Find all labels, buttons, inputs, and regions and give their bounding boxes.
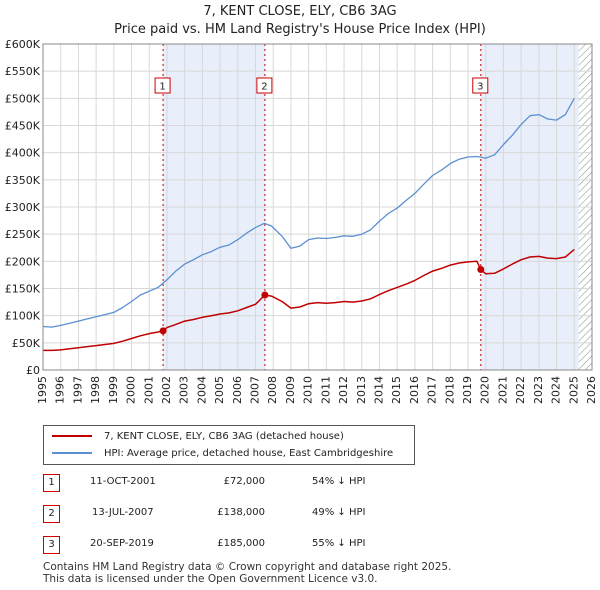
transaction-row: 1 11-OCT-2001 £72,000 54% ↓ HPI xyxy=(0,473,600,493)
x-tick-label: 2016 xyxy=(408,376,421,404)
sale-label-number: 1 xyxy=(159,82,165,93)
y-tick-label: £50K xyxy=(12,337,41,350)
x-tick-label: 2006 xyxy=(231,376,244,404)
y-tick-label: £600K xyxy=(5,38,41,51)
legend-swatch-property xyxy=(52,435,92,437)
x-tick-label: 1999 xyxy=(107,376,120,404)
y-tick-label: £500K xyxy=(5,92,41,105)
x-tick-label: 2007 xyxy=(249,376,262,404)
x-tick-label: 2009 xyxy=(284,376,297,404)
transaction-number-badge: 1 xyxy=(43,474,60,492)
y-tick-label: £300K xyxy=(5,201,41,214)
y-tick-label: £250K xyxy=(5,228,41,241)
x-tick-label: 2002 xyxy=(160,376,173,404)
y-tick-label: £400K xyxy=(5,147,41,160)
transaction-price: £185,000 xyxy=(217,538,265,549)
x-tick-label: 2001 xyxy=(142,376,155,404)
x-tick-label: 1997 xyxy=(71,376,84,404)
x-tick-label: 2012 xyxy=(337,376,350,404)
x-tick-label: 2017 xyxy=(426,376,439,404)
chart-legend: 7, KENT CLOSE, ELY, CB6 3AG (detached ho… xyxy=(43,425,415,465)
x-tick-label: 2018 xyxy=(443,376,456,404)
x-tick-label: 2019 xyxy=(461,376,474,404)
legend-swatch-hpi xyxy=(52,452,92,454)
x-tick-label: 2004 xyxy=(195,376,208,404)
sale-point xyxy=(159,327,167,335)
x-tick-label: 2011 xyxy=(319,376,332,404)
x-tick-label: 2014 xyxy=(372,376,385,404)
x-tick-label: 2003 xyxy=(178,376,191,404)
y-tick-label: £150K xyxy=(5,283,41,296)
price-chart: 1 2 3 £0 £50K £100K £150K £200K £250K £300K £350K… xyxy=(5,38,598,404)
transaction-row: 2 13-JUL-2007 £138,000 49% ↓ HPI xyxy=(0,504,600,524)
chart-subtitle: Price paid vs. HM Land Registry's House … xyxy=(114,22,486,37)
x-tick-label: 2000 xyxy=(125,376,138,404)
hpi-line xyxy=(42,97,575,328)
footer-licence: This data is licensed under the Open Gov… xyxy=(43,573,378,585)
y-tick-label: £100K xyxy=(5,310,41,323)
transaction-hpi-change: 54% ↓ HPI xyxy=(312,476,366,487)
sale-label-box xyxy=(154,77,171,94)
plot-frame xyxy=(42,43,593,371)
x-tick-label: 2005 xyxy=(213,376,226,404)
sale-label-box xyxy=(256,77,273,94)
x-tick-label: 1998 xyxy=(89,376,102,404)
x-tick-label: 2025 xyxy=(567,376,580,404)
x-tick-label: 2020 xyxy=(479,376,492,404)
sale-label-number: 3 xyxy=(477,82,483,93)
property-price-line xyxy=(43,248,575,352)
transaction-number-badge: 2 xyxy=(43,505,60,523)
x-tick-label: 2023 xyxy=(532,376,545,404)
transaction-price: £138,000 xyxy=(217,507,265,518)
transaction-hpi-change: 55% ↓ HPI xyxy=(312,538,366,549)
transaction-number-badge: 3 xyxy=(43,536,60,554)
transaction-hpi-change: 49% ↓ HPI xyxy=(312,507,366,518)
sale-point xyxy=(477,265,485,273)
x-tick-label: 2013 xyxy=(355,376,368,404)
x-tick-label: 2021 xyxy=(496,376,509,404)
sale-label-box xyxy=(472,77,489,94)
x-tick-label: 2008 xyxy=(266,376,279,404)
transaction-date: 11-OCT-2001 xyxy=(90,476,156,487)
legend-label-hpi: HPI: Average price, detached house, East… xyxy=(104,447,394,459)
y-tick-label: £200K xyxy=(5,255,41,268)
footer-copyright: Contains HM Land Registry data © Crown c… xyxy=(43,561,452,573)
y-tick-label: £350K xyxy=(5,174,41,187)
transaction-date: 13-JUL-2007 xyxy=(92,507,154,518)
x-tick-label: 1996 xyxy=(54,376,67,404)
sale-label-number: 2 xyxy=(261,82,267,93)
x-tick-label: 2010 xyxy=(302,376,315,404)
x-tick-label: 2015 xyxy=(390,376,403,404)
legend-item-property: 7, KENT CLOSE, ELY, CB6 3AG (detached ho… xyxy=(52,428,344,444)
y-tick-label: £550K xyxy=(5,65,41,78)
transaction-date: 20-SEP-2019 xyxy=(90,538,154,549)
transaction-row: 3 20-SEP-2019 £185,000 55% ↓ HPI xyxy=(0,535,600,555)
x-tick-label: 2022 xyxy=(514,376,527,404)
legend-item-hpi: HPI: Average price, detached house, East… xyxy=(52,445,393,461)
transaction-price: £72,000 xyxy=(223,476,265,487)
chart-title: 7, KENT CLOSE, ELY, CB6 3AG xyxy=(203,4,397,19)
sale-point xyxy=(261,291,269,299)
y-tick-label: £450K xyxy=(5,120,41,133)
x-tick-label: 2024 xyxy=(550,376,563,404)
x-tick-label: 1995 xyxy=(36,376,49,404)
x-tick-label: 2026 xyxy=(585,376,598,404)
legend-label-property: 7, KENT CLOSE, ELY, CB6 3AG (detached ho… xyxy=(104,430,344,442)
y-tick-label: £0 xyxy=(26,364,40,377)
